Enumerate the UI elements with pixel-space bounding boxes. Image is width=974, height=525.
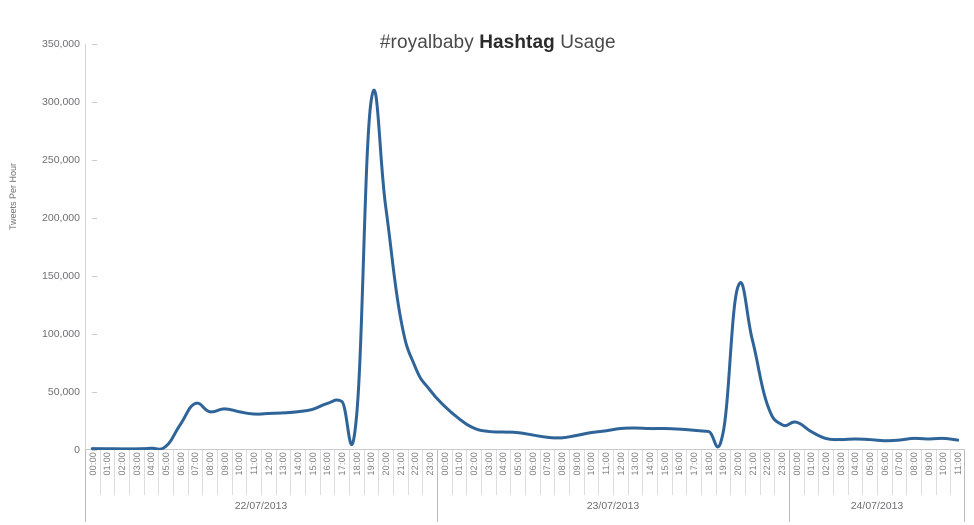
y-tick-mark xyxy=(92,218,97,219)
x-tick-cell: 11:00 xyxy=(246,450,261,495)
y-tick-label: 200,000 xyxy=(42,212,80,224)
day-group-label: 24/07/2013 xyxy=(850,500,904,512)
y-axis-ticks: 0 50,000 100,000 150,000 200,000 250,000 300,0… xyxy=(12,0,97,525)
plot-area xyxy=(85,44,965,450)
x-tick-cell: 09:00 xyxy=(217,450,232,495)
x-tick-cell: 21:00 xyxy=(393,450,408,495)
day-separator xyxy=(789,450,790,522)
y-tick-mark xyxy=(92,450,97,451)
x-tick-cell: 14:00 xyxy=(290,450,305,495)
x-tick-cell: 17:00 xyxy=(334,450,349,495)
chart-title-prefix: #royalbaby xyxy=(379,32,480,53)
x-tick-cell: 02:00 xyxy=(818,450,833,495)
x-tick-cell: 23:00 xyxy=(774,450,789,495)
y-tick-mark xyxy=(92,44,97,45)
y-tick-label: 50,000 xyxy=(47,386,80,398)
y-tick-label: 150,000 xyxy=(42,270,80,282)
x-tick-cell: 21:00 xyxy=(745,450,760,495)
x-tick-cell: 23:00 xyxy=(422,450,437,495)
x-tick-cell: 22:00 xyxy=(759,450,775,495)
x-tick-cell: 09:00 xyxy=(921,450,936,495)
chart-title: #royalbaby Hashtag Usage xyxy=(0,10,974,76)
x-tick-cell: 12:00 xyxy=(613,450,628,495)
y-tick-mark xyxy=(92,160,97,161)
x-tick-cell: 12:00 xyxy=(261,450,276,495)
x-tick-cell: 09:00 xyxy=(569,450,584,495)
x-tick-cell: 19:00 xyxy=(715,450,731,495)
x-tick-cell: 07:00 xyxy=(891,450,907,495)
x-tick-cell: 20:00 xyxy=(378,450,393,495)
x-tick-cell: 16:00 xyxy=(319,450,335,495)
x-tick-cell: 18:00 xyxy=(349,450,364,495)
x-tick-cell: 02:00 xyxy=(466,450,481,495)
day-group-label: 22/07/2013 xyxy=(234,500,288,512)
x-tick-cell: 05:00 xyxy=(862,450,877,495)
x-tick-cell: 07:00 xyxy=(187,450,203,495)
x-axis-day-band: 22/07/2013 23/07/2013 24/07/2013 xyxy=(85,450,965,522)
y-tick-mark xyxy=(92,334,97,335)
x-tick-cell: 13:00 xyxy=(275,450,291,495)
x-tick-cell: 04:00 xyxy=(143,450,159,495)
x-tick-cell: 20:00 xyxy=(730,450,745,495)
line-chart-svg xyxy=(90,88,960,450)
x-tick-cell: 22:00 xyxy=(407,450,423,495)
x-tick-cell: 06:00 xyxy=(173,450,188,495)
y-tick-mark xyxy=(92,392,97,393)
x-tick-cell: 05:00 xyxy=(158,450,173,495)
y-tick-mark xyxy=(92,276,97,277)
x-tick-cell: 10:00 xyxy=(231,450,247,495)
x-tick-cell: 15:00 xyxy=(305,450,320,495)
x-tick-cell: 05:00 xyxy=(510,450,525,495)
x-tick-cell: 18:00 xyxy=(701,450,716,495)
day-group-label: 23/07/2013 xyxy=(586,500,640,512)
x-tick-cell: 10:00 xyxy=(583,450,599,495)
x-tick-cell: 03:00 xyxy=(833,450,848,495)
x-tick-cell: 01:00 xyxy=(803,450,819,495)
x-tick-cell: 08:00 xyxy=(906,450,921,495)
x-tick-cell: 04:00 xyxy=(495,450,511,495)
x-tick-cell: 06:00 xyxy=(525,450,540,495)
x-tick-cell: 14:00 xyxy=(642,450,657,495)
x-axis-line xyxy=(85,449,965,450)
y-tick-label: 300,000 xyxy=(42,96,80,108)
x-tick-cell: 01:00 xyxy=(451,450,467,495)
x-tick-cell: 06:00 xyxy=(877,450,892,495)
y-tick-label: 250,000 xyxy=(42,154,80,166)
y-tick-mark xyxy=(92,102,97,103)
chart-title-emphasis: Hashtag xyxy=(479,32,555,53)
x-tick-cell: 13:00 xyxy=(627,450,643,495)
x-tick-cell: 01:00 xyxy=(99,450,115,495)
day-separator-end xyxy=(964,450,965,522)
y-tick-label: 100,000 xyxy=(42,328,80,340)
y-axis-line xyxy=(85,44,86,450)
day-separator xyxy=(85,450,86,522)
x-tick-cell: 07:00 xyxy=(539,450,555,495)
chart-title-suffix: Usage xyxy=(554,32,616,53)
x-tick-cell: 03:00 xyxy=(129,450,144,495)
y-tick-label: 350,000 xyxy=(42,38,80,50)
x-tick-cell: 15:00 xyxy=(657,450,672,495)
x-tick-cell: 08:00 xyxy=(202,450,217,495)
x-tick-cell: 11:00 xyxy=(598,450,613,495)
day-separator xyxy=(437,450,438,522)
series-line-tweets-per-hour xyxy=(90,88,960,450)
x-tick-cell: 17:00 xyxy=(686,450,701,495)
x-tick-cell: 16:00 xyxy=(671,450,687,495)
x-tick-cell: 02:00 xyxy=(114,450,129,495)
x-tick-cell: 04:00 xyxy=(847,450,863,495)
x-tick-cell: 10:00 xyxy=(935,450,951,495)
x-tick-cell: 19:00 xyxy=(363,450,379,495)
y-tick-label: 0 xyxy=(74,444,80,456)
x-tick-cell: 03:00 xyxy=(481,450,496,495)
x-tick-cell: 08:00 xyxy=(554,450,569,495)
